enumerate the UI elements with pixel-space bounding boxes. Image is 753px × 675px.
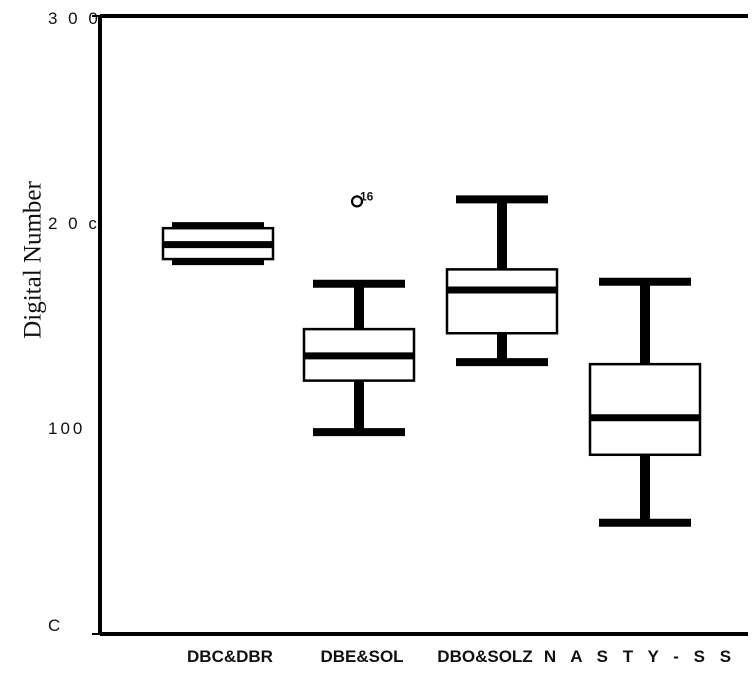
x-tick-labels: DBC&DBR DBE&SOL DBO&SOLZ N A S T Y - S S xyxy=(187,647,736,666)
axes xyxy=(92,14,748,636)
y-tick-label: 3 0 0 xyxy=(48,9,101,28)
x-tick-label: DBC&DBR xyxy=(187,647,273,666)
x-tick-label: N A S T Y - S S xyxy=(544,647,736,666)
box-2 xyxy=(302,279,416,437)
y-tick-label: 100 xyxy=(48,419,85,438)
y-axis-label: Digital Number xyxy=(20,181,47,339)
x-tick-label: DBE&SOL xyxy=(320,647,403,666)
y-tick-labels: 3 0 0 2 0 c 100 C xyxy=(48,9,101,635)
box-3 xyxy=(445,195,559,367)
outlier-point xyxy=(350,195,364,208)
y-tick-label: 2 0 c xyxy=(48,214,100,233)
y-tick-label: C xyxy=(48,616,63,635)
box-1 xyxy=(161,222,275,266)
outlier-label: 16 xyxy=(360,189,374,203)
box-4 xyxy=(588,277,702,527)
boxes: 16 xyxy=(161,189,702,527)
iqr-box xyxy=(445,268,559,335)
x-tick-label: DBO&SOLZ xyxy=(437,647,532,666)
iqr-box xyxy=(588,362,702,457)
